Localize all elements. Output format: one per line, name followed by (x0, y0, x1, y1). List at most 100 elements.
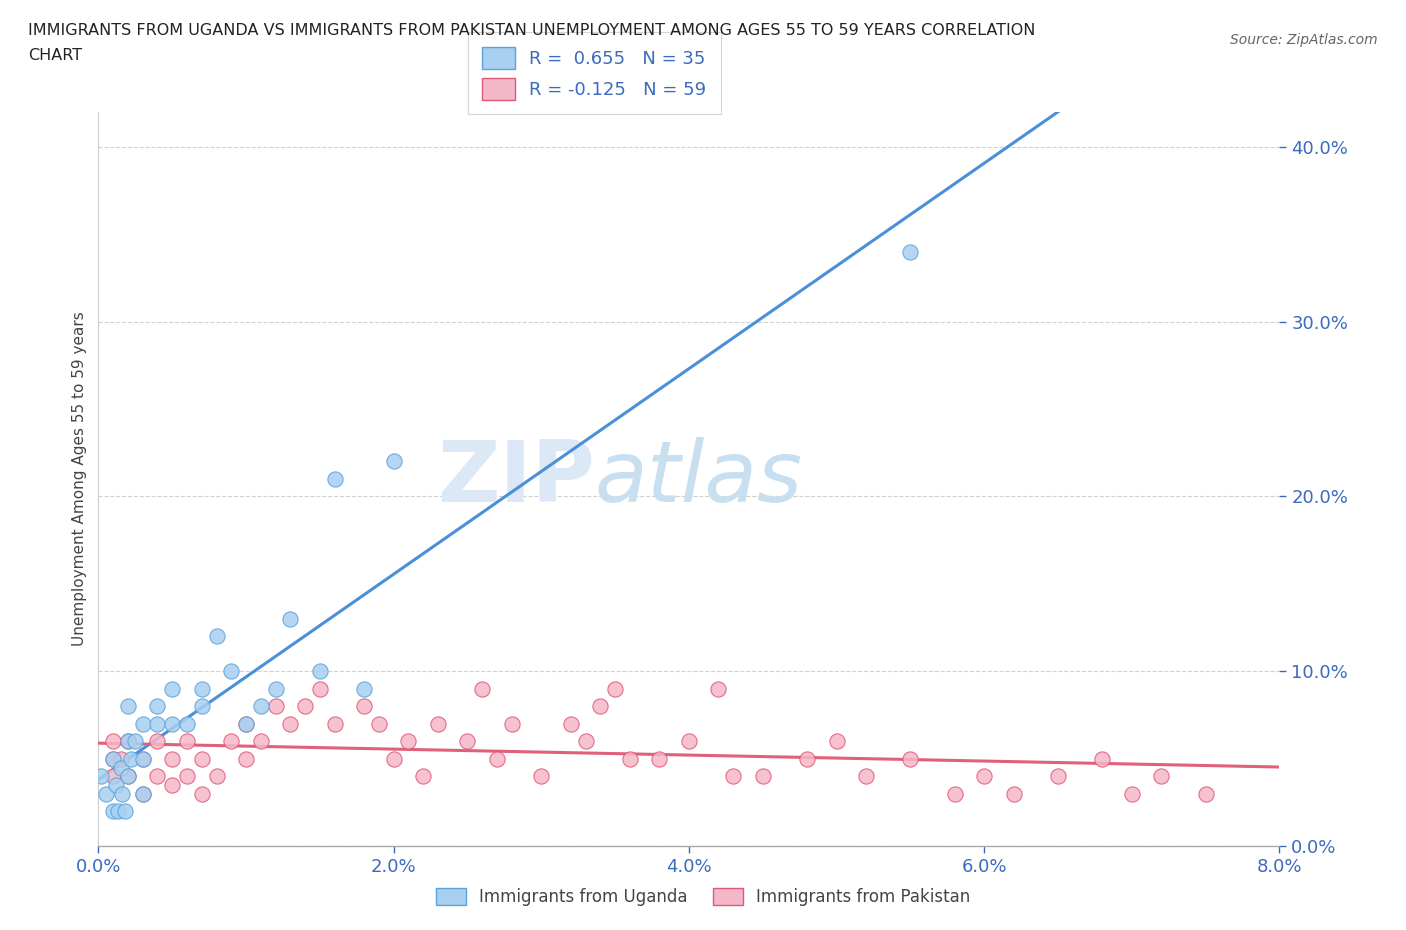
Point (114, 804, 136, 818)
Point (176, 769, 198, 784)
Point (221, 734, 243, 749)
Point (191, 682, 214, 697)
Point (235, 751, 257, 766)
Point (264, 699, 287, 714)
Point (575, 734, 598, 749)
Point (103, 769, 125, 784)
Point (752, 769, 775, 784)
Point (110, 751, 132, 766)
Point (294, 699, 316, 714)
Point (117, 769, 139, 784)
Text: IMMIGRANTS FROM UGANDA VS IMMIGRANTS FROM PAKISTAN UNEMPLOYMENT AMONG AGES 55 TO: IMMIGRANTS FROM UGANDA VS IMMIGRANTS FRO… (28, 23, 1035, 38)
Point (120, 751, 142, 766)
Point (117, 734, 139, 749)
Point (191, 751, 214, 766)
Point (117, 769, 139, 784)
Point (250, 734, 273, 749)
Point (309, 682, 332, 697)
Point (107, 804, 129, 818)
Point (1195, 787, 1218, 802)
Point (353, 682, 375, 697)
Point (471, 682, 494, 697)
Point (103, 734, 125, 749)
Point (124, 734, 146, 749)
Point (589, 699, 612, 714)
Point (398, 734, 420, 749)
Point (368, 716, 391, 731)
Point (235, 716, 257, 731)
Point (132, 716, 155, 731)
Point (117, 734, 139, 749)
Point (825, 734, 848, 749)
Point (323, 472, 346, 486)
Point (1046, 769, 1070, 784)
Point (146, 716, 169, 731)
Text: CHART: CHART (28, 48, 82, 63)
Point (280, 716, 302, 731)
Point (90, 769, 112, 784)
Point (105, 777, 128, 792)
Point (560, 716, 582, 731)
Point (221, 664, 243, 679)
Point (176, 716, 198, 731)
Text: ZIP: ZIP (437, 437, 595, 521)
Point (132, 787, 155, 802)
Point (1121, 787, 1143, 802)
Point (855, 769, 877, 784)
Point (146, 699, 169, 714)
Point (1091, 751, 1114, 766)
Point (427, 716, 450, 731)
Point (162, 751, 183, 766)
Point (973, 769, 995, 784)
Point (132, 751, 155, 766)
Point (382, 751, 405, 766)
Legend: Immigrants from Uganda, Immigrants from Pakistan: Immigrants from Uganda, Immigrants from … (429, 881, 977, 912)
Point (900, 244, 922, 259)
Text: atlas: atlas (595, 437, 803, 521)
Point (412, 769, 434, 784)
Point (900, 751, 922, 766)
Point (176, 734, 198, 749)
Point (132, 751, 155, 766)
Point (501, 716, 523, 731)
Point (117, 699, 139, 714)
Point (110, 760, 132, 775)
Point (353, 699, 375, 714)
Point (132, 787, 155, 802)
Point (619, 751, 641, 766)
Point (205, 629, 228, 644)
Point (111, 787, 134, 802)
Y-axis label: Unemployment Among Ages 55 to 59 years: Unemployment Among Ages 55 to 59 years (72, 312, 87, 646)
Point (235, 716, 257, 731)
Point (309, 664, 332, 679)
Point (605, 682, 627, 697)
Point (191, 699, 214, 714)
Point (723, 769, 745, 784)
Point (191, 787, 214, 802)
Point (146, 769, 169, 784)
Point (103, 751, 125, 766)
Point (796, 751, 818, 766)
Point (103, 804, 125, 818)
Point (530, 769, 553, 784)
Point (205, 769, 228, 784)
Point (707, 682, 730, 697)
Point (264, 682, 287, 697)
Legend: R =  0.655   N = 35, R = -0.125   N = 59: R = 0.655 N = 35, R = -0.125 N = 59 (468, 33, 721, 114)
Point (103, 751, 125, 766)
Point (94, 787, 117, 802)
Point (146, 734, 169, 749)
Point (162, 716, 183, 731)
Point (486, 751, 509, 766)
Point (250, 699, 273, 714)
Point (280, 611, 302, 626)
Point (162, 682, 183, 697)
Point (943, 787, 966, 802)
Point (678, 734, 700, 749)
Point (1002, 787, 1025, 802)
Point (457, 734, 479, 749)
Point (1150, 769, 1173, 784)
Point (382, 454, 405, 469)
Point (323, 716, 346, 731)
Text: Source: ZipAtlas.com: Source: ZipAtlas.com (1230, 33, 1378, 46)
